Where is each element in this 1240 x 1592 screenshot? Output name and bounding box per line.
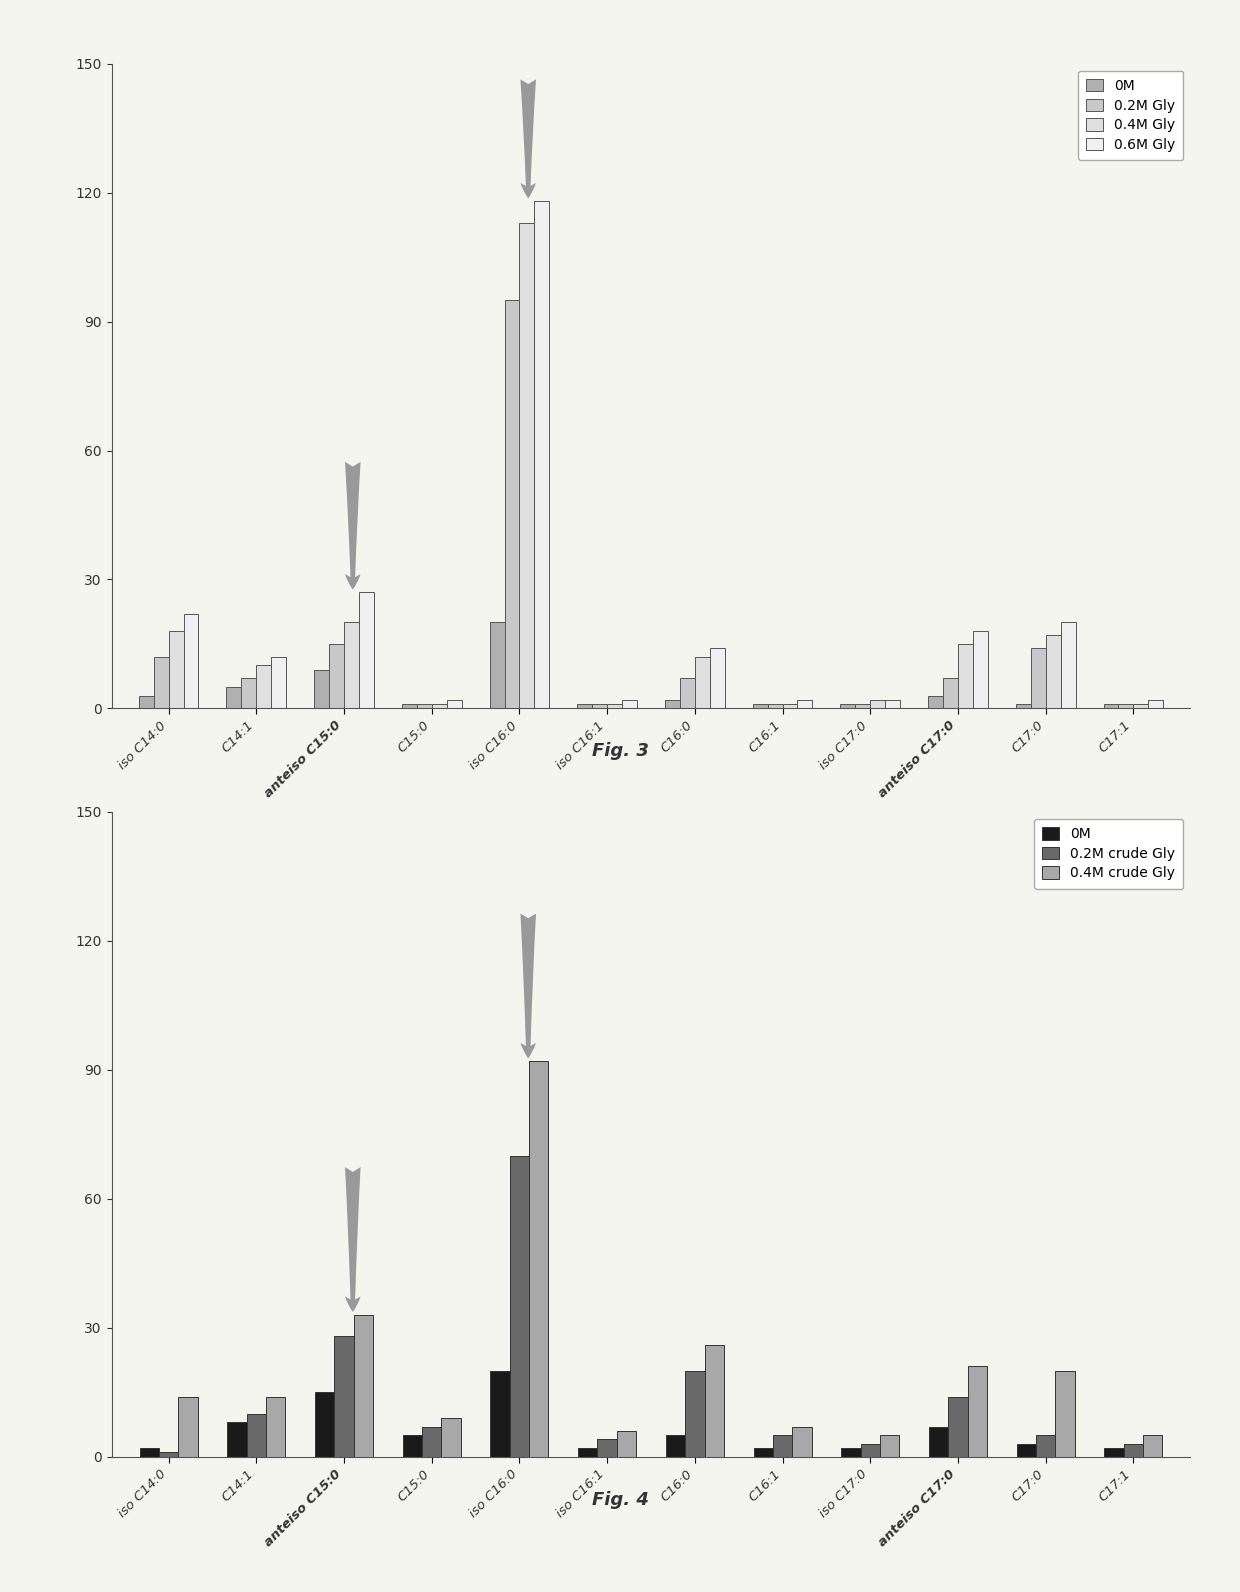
Bar — [272, 657, 286, 708]
Bar — [490, 622, 505, 708]
Bar — [315, 1391, 335, 1457]
Bar — [534, 201, 549, 708]
Bar — [608, 704, 622, 708]
Bar — [593, 704, 608, 708]
Bar — [861, 1444, 880, 1457]
Bar — [598, 1439, 616, 1457]
Bar — [1104, 704, 1118, 708]
Bar — [885, 700, 900, 708]
Bar — [329, 643, 343, 708]
Bar — [768, 704, 782, 708]
Text: Fig. 4: Fig. 4 — [591, 1490, 649, 1509]
Bar — [1105, 1449, 1123, 1457]
Bar — [184, 615, 198, 708]
Bar — [417, 704, 432, 708]
Bar — [529, 1062, 548, 1457]
Bar — [257, 665, 272, 708]
Bar — [797, 700, 812, 708]
Bar — [1148, 700, 1163, 708]
Bar — [1133, 704, 1148, 708]
Bar — [841, 1449, 861, 1457]
Bar — [247, 1414, 265, 1457]
Bar — [1055, 1371, 1075, 1457]
Text: Fig. 3: Fig. 3 — [591, 742, 649, 761]
Bar — [949, 1396, 967, 1457]
Bar — [1045, 635, 1060, 708]
Bar — [841, 704, 856, 708]
Bar — [402, 704, 417, 708]
Bar — [1030, 648, 1045, 708]
Bar — [782, 704, 797, 708]
Bar — [792, 1426, 811, 1457]
Bar — [1037, 1436, 1055, 1457]
Bar — [1060, 622, 1075, 708]
Bar — [880, 1436, 899, 1457]
Bar — [227, 1422, 247, 1457]
Bar — [1017, 1444, 1037, 1457]
Bar — [578, 704, 593, 708]
Bar — [929, 1426, 949, 1457]
Bar — [929, 696, 944, 708]
Bar — [578, 1449, 598, 1457]
Bar — [686, 1371, 704, 1457]
Bar — [505, 299, 520, 708]
Bar — [314, 670, 329, 708]
Bar — [358, 592, 373, 708]
Bar — [944, 678, 959, 708]
Bar — [441, 1418, 461, 1457]
Bar — [665, 700, 680, 708]
Bar — [510, 1156, 529, 1457]
Bar — [242, 678, 257, 708]
Bar — [666, 1436, 686, 1457]
Bar — [973, 630, 988, 708]
Bar — [446, 700, 461, 708]
Bar — [1143, 1436, 1162, 1457]
Legend: 0M, 0.2M Gly, 0.4M Gly, 0.6M Gly: 0M, 0.2M Gly, 0.4M Gly, 0.6M Gly — [1078, 70, 1183, 159]
Bar — [622, 700, 637, 708]
Bar — [1016, 704, 1030, 708]
Bar — [870, 700, 885, 708]
Bar — [491, 1371, 510, 1457]
Bar — [1118, 704, 1133, 708]
Bar — [179, 1396, 197, 1457]
Bar — [140, 1449, 159, 1457]
Bar — [967, 1366, 987, 1457]
Bar — [680, 678, 694, 708]
Bar — [773, 1436, 792, 1457]
Bar — [754, 1449, 773, 1457]
Bar — [343, 622, 358, 708]
Bar — [403, 1436, 422, 1457]
Bar — [265, 1396, 285, 1457]
Bar — [616, 1431, 636, 1457]
Bar — [959, 643, 973, 708]
Bar — [856, 704, 870, 708]
Bar — [154, 657, 169, 708]
Bar — [520, 223, 534, 708]
Bar — [432, 704, 446, 708]
Bar — [353, 1315, 373, 1457]
Bar — [335, 1336, 353, 1457]
Bar — [227, 688, 242, 708]
Bar — [159, 1452, 179, 1457]
Bar — [704, 1345, 724, 1457]
Bar — [169, 630, 184, 708]
Bar — [422, 1426, 441, 1457]
Bar — [709, 648, 724, 708]
Bar — [139, 696, 154, 708]
Legend: 0M, 0.2M crude Gly, 0.4M crude Gly: 0M, 0.2M crude Gly, 0.4M crude Gly — [1034, 818, 1183, 888]
Bar — [753, 704, 768, 708]
Bar — [1123, 1444, 1143, 1457]
Bar — [694, 657, 709, 708]
